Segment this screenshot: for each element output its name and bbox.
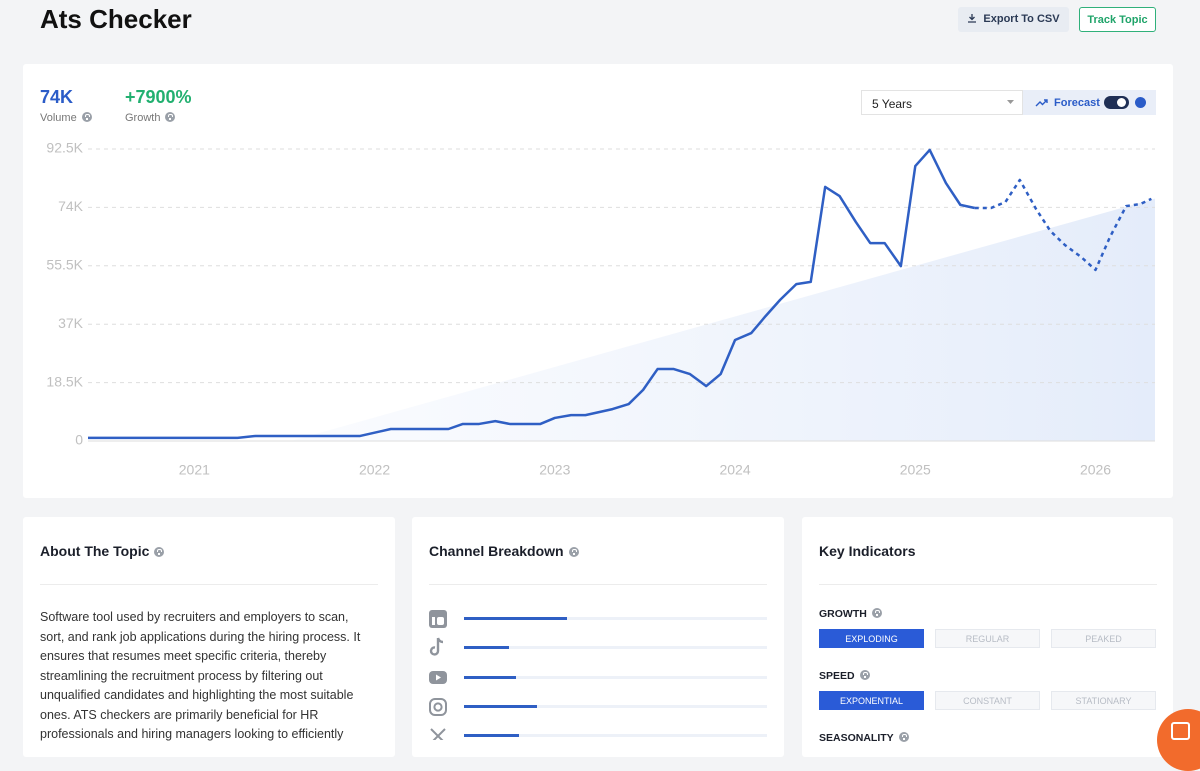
- about-line: ensures that resumes meet specific crite…: [40, 649, 327, 663]
- divider: [429, 584, 767, 585]
- y-tick-label: 92.5K: [46, 140, 83, 156]
- caret: [1007, 100, 1014, 104]
- indicator-pill: PEAKED: [1051, 629, 1156, 648]
- indicator-pill: EXPLODING: [819, 629, 924, 648]
- about-line: sort, and rank job applications during t…: [40, 629, 361, 644]
- about-line: professionals and hiring managers lookin…: [40, 727, 344, 741]
- indicators-title: Key Indicators: [819, 543, 916, 559]
- x-tick-label: 2024: [719, 462, 750, 478]
- metric-label: Volume: [40, 112, 92, 124]
- divider: [819, 584, 1157, 585]
- indicator-label-text: SEASONALITY: [819, 732, 894, 744]
- forecast-toggle[interactable]: [1104, 96, 1129, 109]
- range-label: 5 Years: [872, 97, 913, 111]
- x-tick-label: 2022: [359, 462, 390, 478]
- page-title: Ats Checker: [40, 4, 192, 34]
- channel-bar: [464, 734, 519, 738]
- channel-icons: [429, 610, 447, 740]
- x-tick-label: 2026: [1080, 462, 1111, 478]
- chart: 0 18.5K 37K 55.5K 74K 92.5K 2021 2022 2023 2024 20…: [46, 140, 1156, 478]
- about-line: Software tool used by recruiters and emp…: [40, 610, 349, 624]
- channel-bar: [464, 675, 516, 679]
- indicator-pill: EXPONENTIAL: [819, 691, 924, 710]
- channel-title-text: Channel Breakdown: [429, 543, 564, 559]
- metric-label: Growth: [125, 112, 176, 124]
- about-line: ones. ATS checkers are primarily benefic…: [40, 707, 319, 722]
- indicator-label: SEASONALITY: [819, 732, 909, 744]
- y-tick-label: 74K: [58, 198, 84, 214]
- track-button[interactable]: Track Topic: [1079, 7, 1156, 32]
- x-tick-label: 2025: [900, 462, 931, 478]
- metric-label-text: Growth: [125, 112, 161, 124]
- y-tick-label: 55.5K: [46, 257, 83, 273]
- y-tick-label: 0: [75, 432, 83, 448]
- export-label: Export To CSV: [983, 13, 1060, 25]
- channel-track: [464, 734, 767, 738]
- indicator-pill: REGULAR: [935, 629, 1040, 648]
- metric-value: 74K: [40, 87, 74, 107]
- help-icon[interactable]: [898, 732, 909, 742]
- channel-track: [464, 704, 767, 708]
- y-tick-label: 37K: [58, 315, 84, 331]
- help-icon[interactable]: [81, 112, 92, 122]
- page: Ats Checker Export To CSV Track Topic 74…: [23, 4, 1200, 771]
- metric-value: +7900%: [125, 87, 192, 107]
- divider: [40, 584, 378, 585]
- help-icon[interactable]: [871, 608, 882, 618]
- series-line: [974, 178, 1152, 272]
- series-line: [88, 148, 976, 440]
- channel-track: [464, 646, 767, 650]
- channel-track: [464, 617, 767, 620]
- range-dropdown[interactable]: 5 Years: [861, 90, 1023, 115]
- channel-bar: [464, 646, 510, 650]
- channel-bar: [464, 617, 568, 620]
- metric-label-text: Volume: [40, 112, 77, 124]
- trend-area: [290, 198, 1156, 441]
- indicator-pill: CONSTANT: [935, 691, 1040, 710]
- indicator-label-text: SPEED: [819, 670, 855, 682]
- forecast-label: Forecast: [1054, 97, 1100, 109]
- download-icon: [968, 14, 977, 23]
- indicator-label-text: GROWTH: [819, 608, 867, 620]
- indicator-label: SPEED: [819, 670, 870, 682]
- indicator-label: GROWTH: [819, 608, 882, 620]
- x-tick-label: 2023: [539, 462, 570, 478]
- channel-card: [412, 517, 784, 757]
- y-tick-label: 18.5K: [46, 373, 83, 389]
- about-line: unqualified candidates and highlighting …: [40, 688, 354, 702]
- channel-bar: [464, 704, 537, 708]
- export-button[interactable]: Export To CSV: [958, 7, 1069, 32]
- trend-icon: [1035, 99, 1048, 107]
- about-card: [23, 517, 395, 757]
- about-title-text: About The Topic: [40, 543, 150, 559]
- help-icon[interactable]: [165, 112, 176, 122]
- channel-title: Channel Breakdown: [429, 543, 579, 559]
- x-tick-label: 2021: [179, 462, 210, 478]
- channel-track: [464, 675, 767, 679]
- help-icon[interactable]: [859, 670, 870, 680]
- help-icon[interactable]: [1135, 97, 1146, 108]
- about-line: streamlining the recruitment process by …: [40, 668, 323, 683]
- forecast-control[interactable]: Forecast: [1023, 90, 1156, 115]
- indicator-pill: STATIONARY: [1051, 691, 1156, 710]
- about-title: About The Topic: [40, 543, 165, 559]
